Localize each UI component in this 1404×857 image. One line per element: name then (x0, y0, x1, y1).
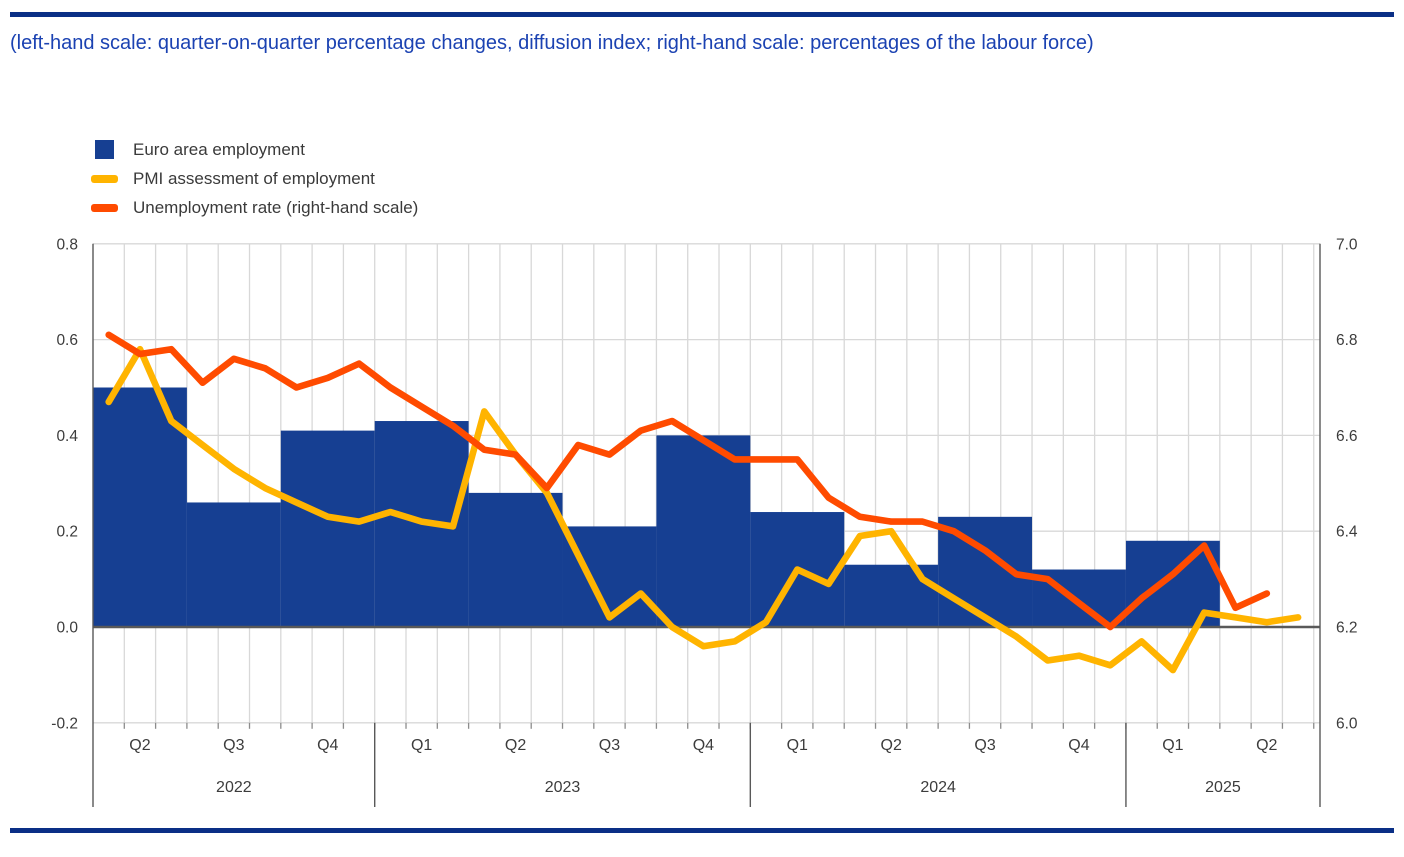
quarter-label: Q3 (599, 737, 620, 754)
quarter-label: Q1 (411, 737, 432, 754)
year-label: 2023 (545, 779, 581, 796)
employment-bar-2022-Q3 (186, 502, 281, 627)
unemployment-rate-line (105, 331, 1271, 631)
employment-bar-2023-Q2 (468, 492, 563, 627)
quarter-label: Q2 (129, 737, 150, 754)
employment-series-swatch-icon (95, 140, 114, 159)
employment-bar-2022-Q4 (280, 430, 375, 627)
axis-frame (92, 243, 1321, 807)
chart-subtitle: (left-hand scale: quarter-on-quarter per… (10, 32, 1094, 54)
chart-legend: Euro area employment PMI assessment of e… (91, 135, 419, 222)
quarter-label: Q3 (223, 737, 244, 754)
right-axis-tick: 6.2 (1336, 620, 1358, 637)
legend-item-unemployment: Unemployment rate (right-hand scale) (91, 193, 419, 222)
quarter-label: Q3 (974, 737, 995, 754)
year-labels: 2022 2023 2024 2025 (216, 779, 1241, 796)
right-axis-tick: 6.6 (1336, 428, 1358, 445)
legend-item-pmi: PMI assessment of employment (91, 164, 418, 193)
left-axis-tick: 0.4 (56, 428, 78, 445)
bottom-accent-rule (10, 828, 1394, 833)
left-axis-tick: 0.2 (56, 524, 78, 541)
pmi-employment-line (105, 345, 1302, 674)
employment-chart: 0.80.60.40.20.0-0.27.06.86.66.46.26.0Q2 Q… (51, 236, 1358, 807)
quarter-label: Q4 (693, 737, 714, 754)
left-axis-tick: 0.8 (56, 236, 78, 253)
employment-bar-2022-Q2 (93, 387, 187, 627)
pmi-series-swatch-icon (91, 174, 118, 183)
right-axis-tick: 6.0 (1336, 715, 1358, 732)
right-axis-tick: 6.8 (1336, 332, 1358, 349)
unemployment-series-swatch-icon (91, 203, 118, 212)
quarter-label: Q1 (787, 737, 808, 754)
legend-label: PMI assessment of employment (133, 168, 375, 188)
employment-bar-2023-Q4 (656, 435, 751, 627)
legend-label: Unemployment rate (right-hand scale) (133, 197, 419, 217)
year-label: 2022 (216, 779, 252, 796)
right-axis-labels: 7.0 6.8 6.6 6.4 6.2 6.0 (1336, 236, 1358, 732)
right-axis-tick: 6.4 (1336, 524, 1358, 541)
legend-label: Euro area employment (133, 139, 305, 159)
legend-item-employment: Euro area employment (95, 135, 418, 164)
top-accent-rule (10, 12, 1394, 17)
quarter-label: Q2 (1256, 737, 1277, 754)
right-axis-tick: 7.0 (1336, 236, 1358, 253)
left-axis-tick: 0.0 (56, 620, 78, 637)
left-axis-labels: 0.8 0.6 0.4 0.2 0.0 -0.2 (51, 236, 78, 732)
quarter-label: Q2 (881, 737, 902, 754)
quarter-label: Q4 (317, 737, 338, 754)
left-axis-tick: -0.2 (51, 715, 78, 732)
quarter-label: Q2 (505, 737, 526, 754)
year-label: 2024 (920, 779, 956, 796)
employment-bar-2024-Q2 (844, 564, 939, 627)
quarter-label: Q1 (1162, 737, 1183, 754)
quarter-labels: Q2 Q3 Q4 Q1 Q2 Q3 Q4 Q1 Q2 Q3 Q4 Q1 Q2 (129, 737, 1277, 754)
quarter-label: Q4 (1068, 737, 1089, 754)
left-axis-tick: 0.6 (56, 332, 78, 349)
year-label: 2025 (1205, 779, 1241, 796)
